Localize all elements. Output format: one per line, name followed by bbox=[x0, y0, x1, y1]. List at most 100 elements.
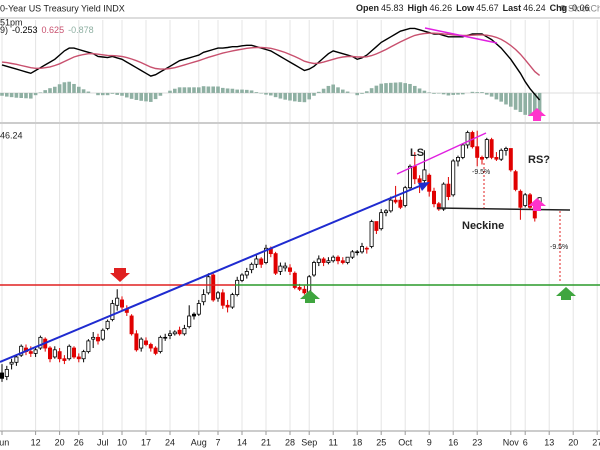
x-tick-label: Oct bbox=[398, 437, 413, 447]
candle-body bbox=[518, 190, 523, 208]
histogram-bar bbox=[523, 92, 527, 115]
candle-body bbox=[383, 210, 388, 214]
histogram-bar bbox=[374, 85, 379, 93]
stat-label: Last bbox=[503, 3, 522, 13]
histogram-bar bbox=[110, 92, 115, 94]
candle-body bbox=[139, 338, 144, 349]
chart-title: 0-Year US Treasury Yield INDX bbox=[0, 3, 125, 13]
candle-body bbox=[316, 258, 321, 263]
candle-body bbox=[311, 262, 316, 276]
candle-body bbox=[91, 336, 96, 340]
legend-label: 9) bbox=[0, 25, 8, 35]
candle-body bbox=[14, 356, 19, 363]
candle-body bbox=[115, 297, 120, 306]
histogram-bar bbox=[317, 91, 321, 93]
arrow-up bbox=[528, 198, 546, 211]
macd-line bbox=[1, 32, 541, 76]
annotation-drawings bbox=[0, 5, 600, 363]
candle-body bbox=[148, 344, 153, 349]
candle-body bbox=[460, 144, 465, 158]
stat-value: 46.24 bbox=[523, 3, 546, 13]
arrow-up bbox=[556, 287, 576, 300]
candle-body bbox=[345, 256, 350, 263]
histogram-bar bbox=[475, 92, 479, 93]
annotation: Neckine bbox=[462, 220, 504, 232]
histogram-bar bbox=[446, 92, 451, 96]
candle-body bbox=[201, 294, 206, 303]
histogram-bar bbox=[77, 86, 81, 93]
histogram-bar bbox=[254, 92, 259, 93]
x-tick-label: 11 bbox=[329, 437, 338, 447]
histogram-bar bbox=[201, 86, 206, 93]
candle-body bbox=[278, 265, 283, 272]
x-tick-label: 18 bbox=[352, 437, 362, 447]
candle-body bbox=[479, 157, 484, 160]
histogram-bar bbox=[139, 92, 143, 101]
histogram-bar bbox=[389, 82, 393, 93]
candle-body bbox=[52, 349, 57, 358]
histogram-bar bbox=[249, 90, 254, 93]
histogram-bar bbox=[489, 92, 494, 97]
histogram-bar bbox=[278, 92, 283, 99]
candle-body bbox=[33, 349, 38, 354]
histogram-bar bbox=[355, 92, 359, 96]
x-tick-label: 6 bbox=[523, 437, 528, 447]
candle-body bbox=[259, 258, 264, 265]
candle-body bbox=[215, 292, 220, 299]
candle-body bbox=[235, 279, 240, 295]
histogram-bar bbox=[211, 86, 215, 93]
arrow-up bbox=[300, 290, 320, 303]
candle-body bbox=[283, 265, 288, 269]
histogram-bar bbox=[480, 92, 484, 93]
candle-body bbox=[67, 345, 72, 360]
x-tick-label: 27 bbox=[592, 437, 600, 447]
candle-body bbox=[220, 292, 225, 306]
candle-body bbox=[503, 148, 508, 151]
candle-body bbox=[431, 190, 436, 205]
x-tick-label: 10 bbox=[117, 437, 127, 447]
candle-body bbox=[407, 165, 412, 189]
histogram-bar bbox=[134, 92, 139, 100]
histogram-bar bbox=[245, 89, 249, 93]
histogram-bar bbox=[321, 88, 326, 93]
candle-body bbox=[331, 256, 336, 262]
candle-body bbox=[105, 320, 110, 329]
candle-body bbox=[129, 315, 134, 335]
candle-body bbox=[388, 199, 393, 212]
histogram-bar bbox=[297, 92, 302, 102]
candle-body bbox=[187, 315, 192, 328]
candle-body bbox=[86, 340, 91, 353]
candle-body bbox=[230, 294, 235, 308]
candle-body bbox=[158, 336, 163, 353]
candle-body bbox=[340, 260, 345, 263]
legend-value: -0.878 bbox=[68, 25, 94, 35]
histogram-bar bbox=[533, 92, 537, 116]
macd-legend: 9) -0.253 0.625 -0.878 bbox=[0, 25, 94, 35]
histogram-bar bbox=[182, 87, 187, 93]
histogram-bar bbox=[331, 84, 335, 93]
candle-body bbox=[374, 221, 379, 231]
histogram-bar bbox=[149, 92, 153, 102]
candle-body bbox=[163, 336, 168, 339]
histogram-bar bbox=[33, 92, 38, 96]
candle-body bbox=[239, 274, 244, 281]
candle-body bbox=[484, 139, 489, 158]
candle-body bbox=[167, 333, 172, 336]
histogram-bar bbox=[168, 90, 172, 93]
histogram-bar bbox=[225, 88, 230, 93]
candle-body bbox=[369, 221, 374, 247]
histogram-bar bbox=[173, 88, 177, 93]
histogram-bar bbox=[129, 92, 134, 99]
stat-value: 45.83 bbox=[381, 3, 404, 13]
histogram-bar bbox=[115, 92, 119, 95]
histogram-bar bbox=[9, 92, 14, 98]
candle-body bbox=[96, 336, 101, 342]
x-tick-label: 17 bbox=[141, 437, 151, 447]
annotation: RS? bbox=[528, 154, 550, 166]
candle-body bbox=[364, 247, 369, 250]
histogram-bar bbox=[509, 92, 513, 107]
candle-body bbox=[494, 157, 499, 160]
candle-body bbox=[499, 149, 504, 160]
